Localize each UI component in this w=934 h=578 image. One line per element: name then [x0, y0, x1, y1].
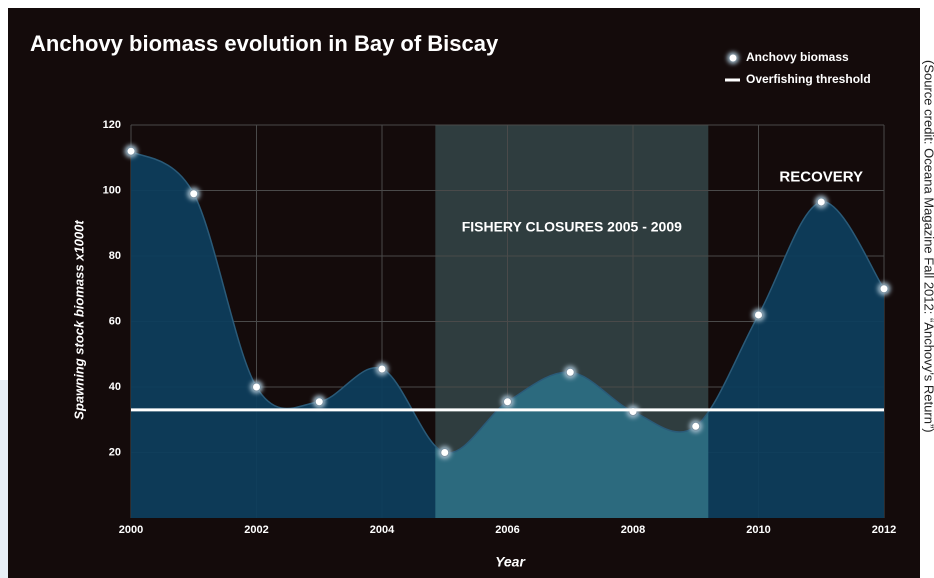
y-tick-label: 40: [109, 381, 121, 393]
x-tick-label: 2012: [872, 524, 896, 536]
legend-marker: [729, 54, 737, 62]
point: [377, 364, 387, 374]
point: [189, 189, 199, 199]
shade-label: FISHERY CLOSURES 2005 - 2009: [462, 219, 682, 235]
point: [754, 310, 763, 320]
y-tick-label: 60: [109, 315, 121, 327]
legend-label: Overfishing threshold: [746, 72, 871, 86]
x-tick-label: 2010: [746, 524, 770, 536]
point: [503, 397, 512, 407]
y-tick-label: 20: [109, 446, 121, 458]
point: [691, 421, 701, 431]
point: [440, 448, 450, 457]
x-tick-label: 2002: [244, 524, 268, 536]
x-tick-label: 2000: [119, 524, 143, 536]
x-tick-label: 2004: [370, 524, 395, 536]
y-axis-label: Spawning stock biomass x1000t: [71, 220, 86, 420]
point: [565, 367, 575, 377]
point: [879, 284, 889, 294]
annotation: RECOVERY: [779, 168, 863, 185]
legend-label: Anchovy biomass: [746, 50, 849, 64]
x-tick-label: 2008: [621, 524, 645, 536]
x-tick-label: 2006: [495, 524, 519, 536]
y-tick-label: 120: [103, 119, 121, 131]
source-credit: (Source credit: Oceana Magazine Fall 201…: [922, 60, 934, 433]
chart-title: Anchovy biomass evolution in Bay of Bisc…: [30, 31, 499, 56]
y-tick-label: 100: [103, 184, 121, 196]
y-tick-label: 80: [109, 250, 121, 262]
left-strip: [0, 380, 10, 578]
point: [816, 197, 826, 207]
x-axis-label: Year: [495, 554, 526, 570]
point: [252, 382, 261, 392]
point: [314, 397, 324, 407]
point: [126, 146, 136, 156]
